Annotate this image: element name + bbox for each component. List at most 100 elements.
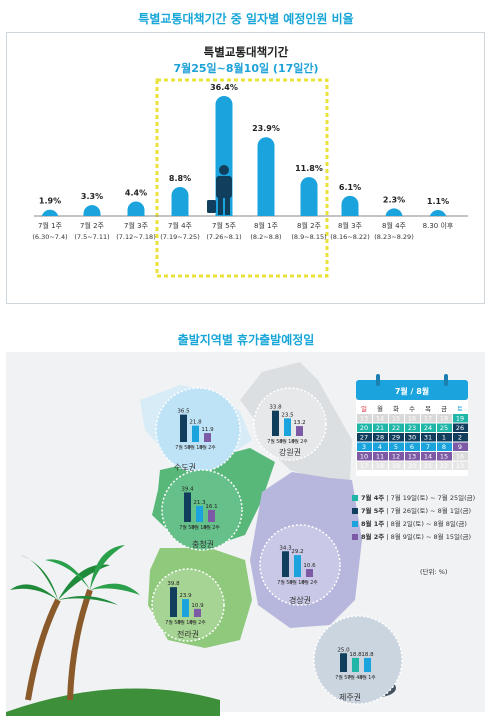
region-4-bar-0 xyxy=(170,587,177,617)
calendar-ring-1 xyxy=(444,374,448,386)
calendar-header-bg xyxy=(356,380,468,400)
region-5-value-0: 25.0 xyxy=(337,647,350,653)
calendar-cell-5-5 xyxy=(437,461,452,470)
region-name-0: 수도권 xyxy=(174,462,196,472)
calendar-day-4-3: 13 xyxy=(408,453,416,461)
calendar-day-2-1: 28 xyxy=(376,434,384,442)
calendar-cell-4-4 xyxy=(421,452,436,461)
bar-2 xyxy=(127,201,145,216)
calendar-day-5-6: 23 xyxy=(456,462,464,470)
calendar-day-1-1: 21 xyxy=(376,424,384,432)
calendar-cell-3-2 xyxy=(389,442,404,451)
legend-item-3: 8월 2주 | 8월 9일(토) ~ 8월 15일(금) xyxy=(352,531,484,541)
calendar-day-3-0: 3 xyxy=(362,443,366,451)
bar-value-label-7: 6.1% xyxy=(339,183,361,192)
calendar-day-0-0: 13 xyxy=(360,415,368,423)
calendar-day-4-0: 10 xyxy=(360,453,368,461)
x-range-label-5: (8.2~8.8) xyxy=(250,233,281,241)
weekday-0: 일 xyxy=(361,404,367,413)
calendar-day-0-1: 14 xyxy=(376,415,384,423)
region-0-tick-0: 7월 5주 xyxy=(175,444,192,451)
traveler-icon xyxy=(207,165,232,215)
calendar-cell-1-5 xyxy=(437,423,452,432)
region-0-bar-1 xyxy=(192,425,199,442)
calendar-cell-3-0 xyxy=(357,442,372,451)
calendar-day-5-2: 19 xyxy=(392,462,400,470)
palm-leaves-1 xyxy=(10,555,118,605)
region-0-bar-2 xyxy=(204,433,211,442)
bar-value-label-9: 1.1% xyxy=(427,197,449,206)
calendar-day-3-5: 8 xyxy=(442,443,446,451)
bar-7 xyxy=(341,195,359,216)
calendar-day-4-4: 14 xyxy=(424,453,432,461)
region-0-value-2: 11.9 xyxy=(201,427,214,433)
region-4-value-0: 39.8 xyxy=(167,581,180,587)
legend-week-3: 8월 2주 xyxy=(361,533,385,541)
calendar-day-1-6: 26 xyxy=(456,424,464,432)
calendar-cell-4-3 xyxy=(405,452,420,461)
region-name-5: 제주권 xyxy=(339,692,361,702)
region-name-3: 경상권 xyxy=(289,595,311,605)
region-2-value-0: 39.4 xyxy=(181,486,194,492)
calendar-day-2-3: 30 xyxy=(408,434,416,442)
calendar-day-3-4: 7 xyxy=(426,443,430,451)
calendar-day-3-2: 5 xyxy=(394,443,398,451)
bar-value-label-5: 23.9% xyxy=(252,124,280,133)
region-4-value-1: 23.9 xyxy=(179,593,192,599)
x-range-label-3: (7.19~7.25) xyxy=(160,233,199,241)
calendar-cell-0-5 xyxy=(437,414,452,423)
highlight-box xyxy=(155,78,329,278)
calendar-cell-1-1 xyxy=(373,423,388,432)
calendar-cell-1-6 xyxy=(453,423,468,432)
region-5-tick-1: 7월 4주 xyxy=(347,674,364,681)
x-range-label-7: (8.16~8.22) xyxy=(330,233,369,241)
x-tick-label-3: 7월 4주 xyxy=(168,221,193,230)
calendar-day-5-0: 17 xyxy=(360,462,368,470)
region-name-1: 강원권 xyxy=(279,447,301,457)
calendar-day-1-3: 23 xyxy=(408,424,416,432)
region-4-value-2: 10.9 xyxy=(191,603,204,609)
bar-0 xyxy=(41,209,59,219)
calendar-day-0-2: 15 xyxy=(392,415,400,423)
region-1-tick-1: 8월 1주 xyxy=(279,438,296,445)
calendar-cell-4-0 xyxy=(357,452,372,461)
region-0-bar-0 xyxy=(180,414,187,442)
region-name-2: 충청권 xyxy=(192,539,214,549)
region-5-bar-2 xyxy=(364,657,371,672)
calendar-day-5-3: 20 xyxy=(408,462,416,470)
calendar-cell-0-2 xyxy=(389,414,404,423)
x-range-label-0: (6.30~7.4) xyxy=(32,233,67,241)
calendar-cell-5-4 xyxy=(421,461,436,470)
calendar-cell-2-5 xyxy=(437,433,452,442)
calendar-day-2-5: 1 xyxy=(442,434,446,442)
x-range-label-8: (8.23~8.29) xyxy=(374,233,413,241)
region-4-tick-1: 8월 1주 xyxy=(177,619,194,626)
hill-shape xyxy=(6,688,220,716)
region-5-tick-0: 7월 5주 xyxy=(335,674,352,681)
legend-swatch-0 xyxy=(352,495,358,501)
section-title-2: 출발지역별 휴가출발예정일 xyxy=(177,333,315,347)
calendar-cell-0-1 xyxy=(373,414,388,423)
region-3-value-0: 34.3 xyxy=(279,545,292,551)
calendar-day-4-5: 15 xyxy=(440,453,448,461)
weekday-6: 토 xyxy=(457,405,463,413)
region-1-tick-0: 7월 5주 xyxy=(267,438,284,445)
region-5-value-2: 18.8 xyxy=(361,652,374,658)
calendar-cell-5-2 xyxy=(389,461,404,470)
x-tick-label-2: 7월 3주 xyxy=(124,221,149,230)
x-tick-label-9: 8.30 이후 xyxy=(423,221,454,230)
region-1-value-2: 13.2 xyxy=(293,420,305,426)
palm-trunk-2 xyxy=(67,588,93,701)
region-4-bar-1 xyxy=(182,599,189,617)
weekday-2: 화 xyxy=(393,405,399,413)
region-3-value-2: 10.6 xyxy=(303,563,316,569)
calendar-day-3-6: 9 xyxy=(458,443,462,451)
calendar-day-2-4: 31 xyxy=(424,434,432,442)
region-1-bar-2 xyxy=(296,426,303,436)
x-tick-label-5: 8월 1주 xyxy=(254,221,279,230)
region-2-bar-0 xyxy=(184,492,191,522)
calendar-cell-1-2 xyxy=(389,423,404,432)
calendar-cell-4-5 xyxy=(437,452,452,461)
legend-item-1: 7월 5주 | 7월 26일(토) ~ 8월 1일(금) xyxy=(352,505,484,515)
